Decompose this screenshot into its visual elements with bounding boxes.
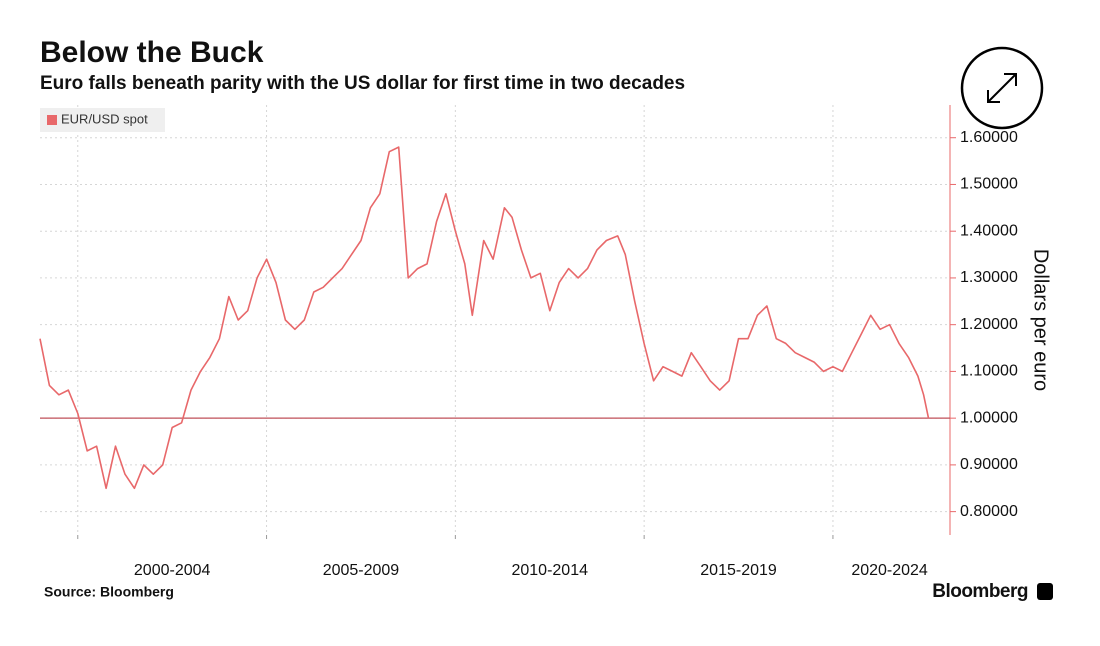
x-tick-label: 2010-2014 (511, 562, 588, 579)
line-series (39, 146, 930, 490)
y-tick-label: 1.00000 (960, 409, 1018, 426)
y-tick-label: 1.60000 (960, 129, 1018, 146)
y-tick-label: 1.10000 (960, 363, 1018, 380)
legend-label: EUR/USD spot (61, 111, 148, 126)
source: Source: Bloomberg (44, 584, 174, 600)
y-tick-label: 0.90000 (960, 456, 1018, 473)
x-tick-label: 2005-2009 (323, 562, 400, 579)
x-tick-label: 2000-2004 (134, 562, 211, 579)
expand-button[interactable] (960, 46, 1044, 130)
x-tick-label: 2020-2024 (851, 562, 928, 579)
y-tick-label: 1.20000 (960, 316, 1018, 333)
chart-title: Below the Buck (40, 36, 264, 69)
brand: Bloomberg (932, 581, 1028, 602)
y-tick-label: 1.30000 (960, 269, 1018, 286)
y-tick-label: 0.80000 (960, 503, 1018, 520)
legend-swatch (47, 115, 57, 125)
y-axis-label: Dollars per euro (1030, 249, 1052, 391)
brand-icon (1037, 583, 1053, 600)
legend-box (40, 108, 165, 132)
x-tick-label: 2015-2019 (700, 562, 777, 579)
y-tick-label: 1.40000 (960, 222, 1018, 239)
y-tick-label: 1.50000 (960, 176, 1018, 193)
chart-subtitle: Euro falls beneath parity with the US do… (40, 73, 685, 94)
